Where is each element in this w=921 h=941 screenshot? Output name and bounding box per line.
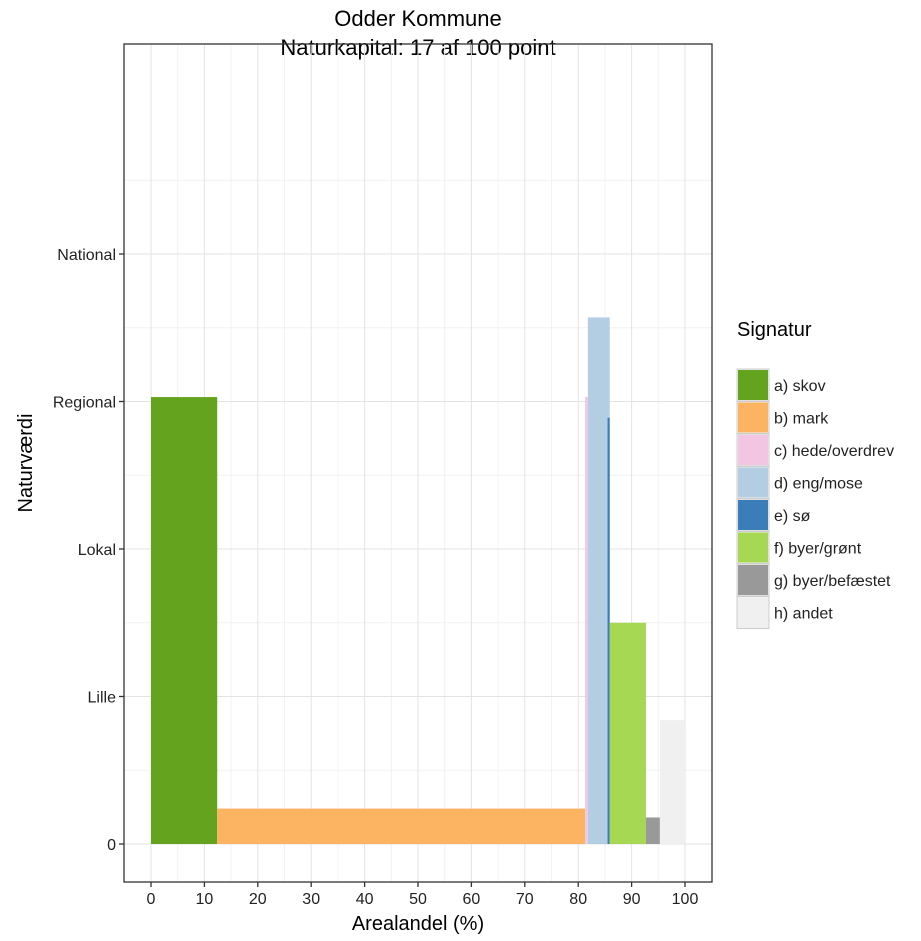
bar-f-byer-grønt: [609, 622, 647, 844]
bar-c-hede-overdrev: [585, 397, 588, 844]
x-axis-label: Arealandel (%): [352, 913, 484, 935]
legend-swatch: [738, 370, 768, 400]
legend-label: c) hede/overdrev: [774, 443, 894, 460]
legend-swatch: [738, 402, 768, 433]
bar-h-andet: [659, 720, 685, 844]
x-tick-label: 0: [147, 891, 156, 908]
y-tick-label: Lille: [88, 690, 117, 707]
y-axis-label: Naturværdi: [15, 414, 37, 513]
x-tick-label: 100: [672, 891, 699, 908]
x-tick-label: 90: [623, 891, 641, 908]
x-tick-label: 50: [409, 891, 427, 908]
legend-label: d) eng/mose: [774, 476, 863, 493]
legend-label: a) skov: [774, 378, 826, 395]
y-tick-label: National: [57, 247, 116, 264]
bar-b-mark: [217, 808, 586, 844]
legend-label: e) sø: [774, 508, 811, 525]
legend-label: h) andet: [774, 606, 833, 623]
x-tick-label: 40: [356, 891, 374, 908]
legend-title: Signatur: [737, 319, 812, 341]
y-tick-label: Lokal: [78, 542, 116, 559]
x-tick-label: 20: [249, 891, 267, 908]
bar-d-eng-mose: [587, 317, 610, 844]
y-tick-label: Regional: [53, 395, 116, 412]
x-tick-label: 80: [569, 891, 587, 908]
chart-title: Odder Kommune: [334, 6, 502, 31]
legend-label: f) byer/grønt: [774, 541, 862, 558]
legend-swatch: [738, 597, 768, 628]
legend-swatch: [738, 565, 768, 595]
x-tick-label: 30: [302, 891, 320, 908]
x-tick-label: 70: [516, 891, 534, 908]
bar-e-sø: [607, 417, 610, 844]
legend-swatch: [738, 467, 768, 498]
legend-label: b) mark: [774, 411, 829, 428]
bar-a-skov: [151, 397, 218, 844]
legend-swatch: [738, 532, 768, 563]
legend-label: g) byer/befæstet: [774, 573, 891, 590]
bar-g-byer-befæstet: [646, 817, 660, 844]
x-tick-label: 60: [463, 891, 481, 908]
x-tick-label: 10: [196, 891, 214, 908]
y-tick-label: 0: [107, 837, 116, 854]
legend-swatch: [738, 435, 768, 465]
legend-swatch: [738, 500, 768, 530]
